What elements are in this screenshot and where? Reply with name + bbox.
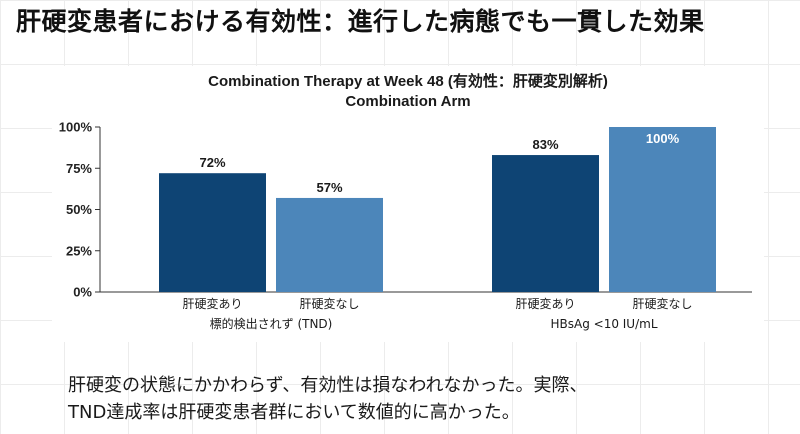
bar xyxy=(609,127,716,292)
chart-title-block: Combination Therapy at Week 48 (有効性：肝硬変別… xyxy=(52,72,764,112)
slide-title: 肝硬変患者における有効性：進行した病態でも一貫した効果 xyxy=(16,7,705,36)
group-label: HBsAg <10 IU/mL xyxy=(550,317,657,331)
chart-subtitle: Combination Arm xyxy=(345,93,471,110)
data-label: 57% xyxy=(316,180,342,195)
x-tick-label: 肝硬変あり xyxy=(515,296,575,311)
y-tick-label: 0% xyxy=(73,285,92,300)
bar xyxy=(159,173,266,292)
chart-panel: Combination Therapy at Week 48 (有効性：肝硬変別… xyxy=(52,66,764,342)
chart-title: Combination Therapy at Week 48 (有効性：肝硬変別… xyxy=(208,73,608,90)
data-label: 72% xyxy=(199,155,225,170)
y-tick-label: 50% xyxy=(66,202,92,217)
caption-line-1: 肝硬変の状態にかかわらず、有効性は損なわれなかった。実際、 xyxy=(68,375,588,396)
bar xyxy=(276,197,383,292)
caption-line-2: TND達成率は肝硬変患者群において数値的に高かった。 xyxy=(68,402,520,423)
caption: 肝硬変の状態にかかわらず、有効性は損なわれなかった。実際、 TND達成率は肝硬変… xyxy=(68,372,788,426)
data-label: 100% xyxy=(646,131,680,146)
x-tick-label: 肝硬変なし xyxy=(632,296,692,311)
bar xyxy=(492,155,599,292)
data-label: 83% xyxy=(532,137,558,152)
y-tick-label: 100% xyxy=(59,120,93,135)
group-label: 標的検出されず (TND) xyxy=(210,316,333,331)
x-tick-label: 肝硬変あり xyxy=(182,296,242,311)
y-tick-label: 25% xyxy=(66,243,92,258)
x-tick-label: 肝硬変なし xyxy=(299,296,359,311)
y-tick-label: 75% xyxy=(66,161,92,176)
